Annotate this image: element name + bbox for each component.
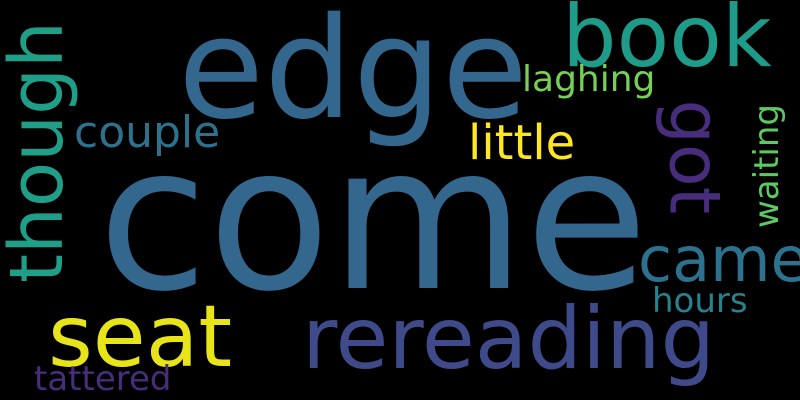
- word-couple: couple: [74, 107, 221, 158]
- word-came: came: [638, 223, 800, 296]
- word-though: though: [0, 21, 80, 283]
- word-edge: edge: [178, 0, 528, 151]
- word-little: little: [468, 115, 576, 171]
- word-come: come: [98, 103, 649, 336]
- word-waiting: waiting: [747, 104, 787, 228]
- word-seat: seat: [48, 287, 233, 387]
- word-laghing: laghing: [522, 59, 656, 100]
- word-got: got: [653, 99, 736, 215]
- word-rereading: rereading: [302, 289, 716, 389]
- word-book: book: [562, 0, 772, 87]
- word-hours: hours: [652, 281, 748, 321]
- word-tattered: tattered: [34, 359, 172, 399]
